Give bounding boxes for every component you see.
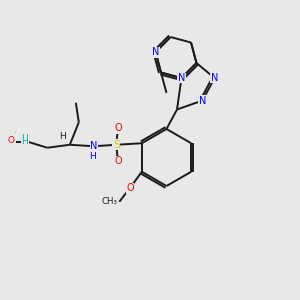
Text: O: O [114,123,122,133]
Text: S: S [113,140,120,150]
Text: ·: · [14,129,17,138]
Text: CH₃: CH₃ [102,197,118,206]
Text: N: N [199,95,206,106]
Text: N: N [211,73,218,83]
Text: H: H [59,132,66,141]
Text: H: H [21,137,28,146]
Text: O: O [8,136,15,145]
Text: N: N [178,73,185,83]
Text: H: H [89,152,96,161]
Text: N: N [152,47,159,57]
Text: O: O [126,183,134,193]
Text: N: N [90,141,98,151]
Text: H: H [21,134,28,143]
Text: O: O [114,156,122,166]
